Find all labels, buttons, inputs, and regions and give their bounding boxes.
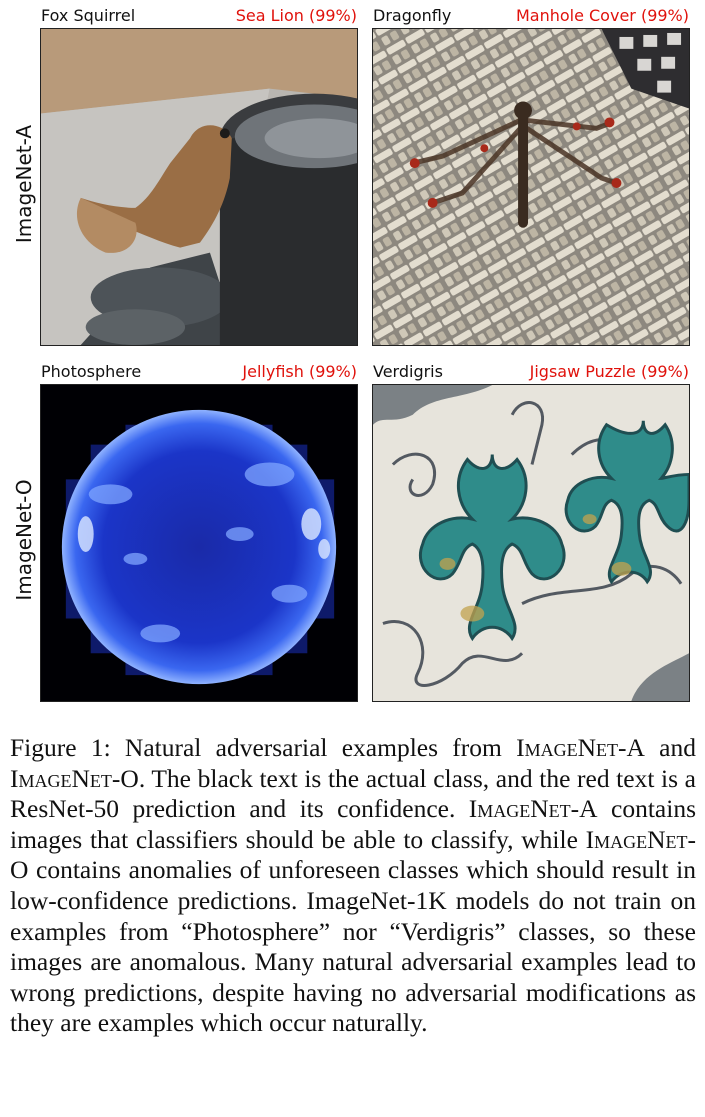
dataset-name: ImageNet-O [10, 763, 139, 793]
panel-header: Verdigris Jigsaw Puzzle (99%) [372, 360, 690, 384]
panel-photosphere: Photosphere Jellyfish (99%) [40, 360, 358, 702]
prediction-label: Jigsaw Puzzle (99%) [529, 362, 689, 381]
panel-dragonfly: Dragonfly Manhole Cover (99%) [372, 4, 690, 346]
dragonfly-photo [372, 28, 690, 346]
panel-fox-squirrel: Fox Squirrel Sea Lion (99%) [40, 4, 358, 346]
dataset-name: ImageNet-O [10, 824, 696, 885]
figure-caption: Figure 1: Natural adversarial examples f… [10, 733, 696, 1039]
actual-class-label: Fox Squirrel [41, 6, 136, 25]
squirrel-photo [40, 28, 358, 346]
prediction-label: Sea Lion (99%) [235, 6, 357, 25]
panel-header: Dragonfly Manhole Cover (99%) [372, 4, 690, 28]
panel-header: Fox Squirrel Sea Lion (99%) [40, 4, 358, 28]
prediction-label: Manhole Cover (99%) [515, 6, 689, 25]
row-label-imagenet-o: ImageNet-O [12, 479, 36, 601]
row-label-imagenet-a: ImageNet-A [12, 124, 36, 244]
panel-header: Photosphere Jellyfish (99%) [40, 360, 358, 384]
actual-class-label: Verdigris [373, 362, 443, 381]
actual-class-label: Dragonfly [373, 6, 452, 25]
caption-text: and [644, 733, 696, 762]
caption-text: contains images that classifiers should … [10, 794, 696, 854]
caption-text: Natural adversarial examples from [124, 733, 517, 762]
prediction-label: Jellyfish (99%) [242, 362, 357, 381]
photosphere-photo [40, 384, 358, 702]
dataset-name: ImageNet-A [468, 794, 598, 824]
panel-verdigris: Verdigris Jigsaw Puzzle (99%) [372, 360, 690, 702]
actual-class-label: Photosphere [41, 362, 142, 381]
verdigris-photo [372, 384, 690, 702]
caption-text: contains anomalies of unforeseen classes… [10, 855, 696, 1038]
caption-text: . The black text is the actual class, an… [10, 763, 696, 824]
figure-label: Figure 1: [10, 733, 111, 762]
dataset-name: ImageNet-A [516, 733, 645, 762]
